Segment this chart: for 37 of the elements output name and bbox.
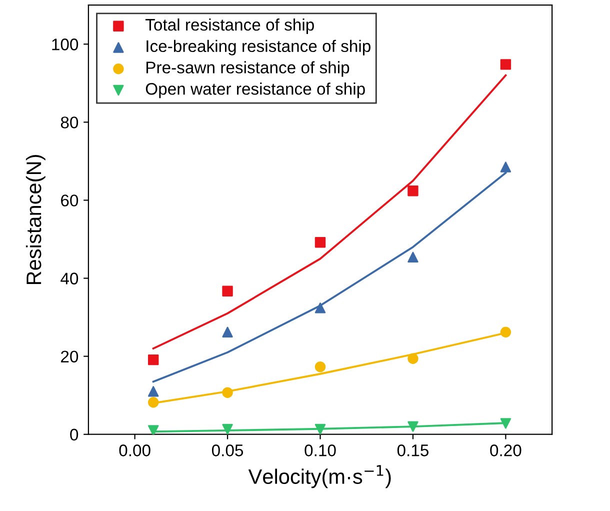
legend-label: Open water resistance of ship [146,82,365,98]
point [500,162,512,172]
legend-label: Ice-breaking resistance of ship [146,40,370,56]
point [314,361,326,372]
point [222,387,233,398]
point [500,326,512,338]
x-tick-label: 0.20 [490,444,522,456]
point [314,302,326,314]
point [222,424,233,434]
x-tick-label: 0.00 [119,444,150,456]
point [148,397,159,408]
point [148,354,159,366]
y-tick-label: 40 [60,272,78,284]
point [408,421,418,432]
y-tick-label: 60 [61,194,78,206]
point [222,286,233,296]
y-tick-label: 100 [52,38,78,50]
point [408,252,418,263]
point [222,326,233,338]
y-tick-label: 80 [60,116,78,128]
point [500,418,512,429]
x-tick-label: 0.15 [397,444,428,456]
point [500,59,512,70]
point [408,186,418,196]
x-axis-title: Velocity(m·s$^{−1}$) [248,465,391,488]
point [408,353,418,364]
point [148,425,159,434]
y-tick-label: 0 [70,428,78,441]
legend-label: Total resistance of ship [145,18,314,34]
x-tick-label: 0.10 [304,444,336,456]
point [148,386,159,397]
point [314,424,326,434]
x-tick-label: 0.05 [212,444,244,456]
y-axis-title: Resistance(N) [26,155,46,284]
point [314,237,326,248]
y-tick-label: 20 [61,350,78,363]
legend-label: Pre-sawn resistance of ship [146,61,350,77]
